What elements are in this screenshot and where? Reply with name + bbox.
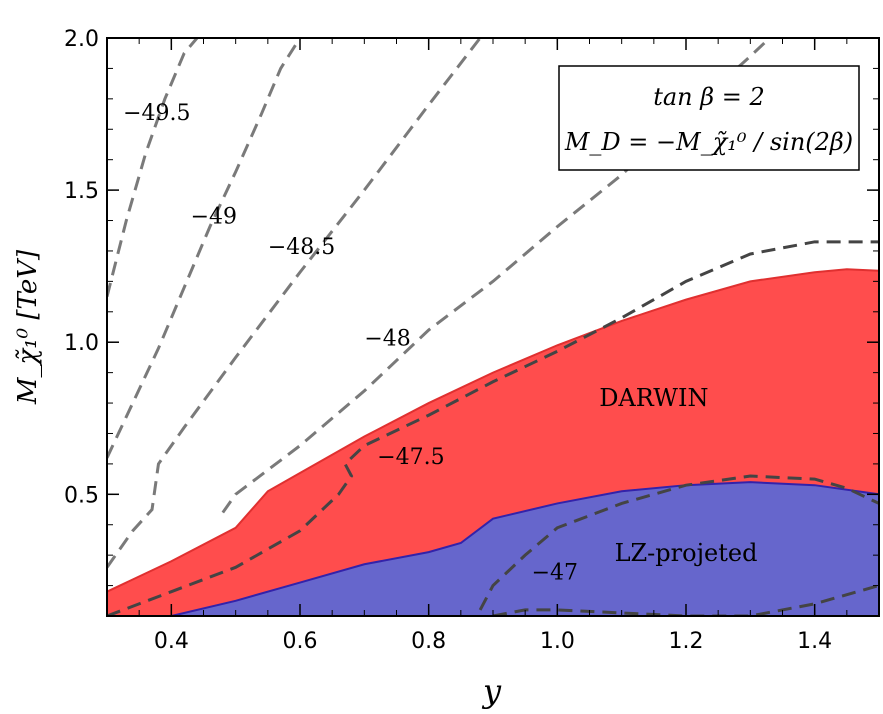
contour-line — [107, 240, 879, 616]
contour-label: −49 — [191, 205, 237, 230]
legend-box: tan β = 2 M_D = −M_χ̃₁⁰ / sin(2β) — [558, 65, 860, 171]
contour-line — [107, 38, 482, 569]
contour-label: −49.5 — [123, 101, 190, 126]
legend-line-1: tan β = 2 — [653, 83, 765, 111]
contour-label: −48.5 — [268, 235, 335, 260]
y-tick-label: 1.5 — [64, 179, 99, 204]
region-label: DARWIN — [599, 384, 708, 412]
y-tick-label: 1.0 — [64, 331, 99, 356]
legend-line-2: M_D = −M_χ̃₁⁰ / sin(2β) — [564, 128, 853, 156]
contour-line — [478, 474, 879, 611]
contour-label: −47.5 — [377, 445, 444, 470]
region-edge-lz-projeted — [171, 481, 879, 616]
x-tick-label: 0.4 — [154, 629, 189, 654]
contour-line — [107, 38, 199, 297]
x-tick-label: 1.4 — [797, 629, 832, 654]
y-tick-label: 2.0 — [64, 27, 99, 52]
x-tick-label: 1.0 — [540, 629, 575, 654]
x-tick-label: 1.2 — [669, 629, 704, 654]
contour-label: −47 — [532, 560, 578, 585]
region-edge-darwin — [107, 268, 879, 593]
x-axis-label: y — [481, 672, 502, 710]
x-tick-label: 0.6 — [283, 629, 318, 654]
region-lz-projeted — [171, 482, 879, 616]
y-axis-label: M_χ̃₁⁰ [TeV] — [13, 249, 43, 405]
y-tick-label: 0.5 — [64, 483, 99, 508]
x-tick-label: 0.8 — [411, 629, 446, 654]
contour-label: −48 — [364, 326, 410, 351]
contour-line — [107, 38, 302, 459]
region-label: LZ-projeted — [615, 539, 758, 567]
